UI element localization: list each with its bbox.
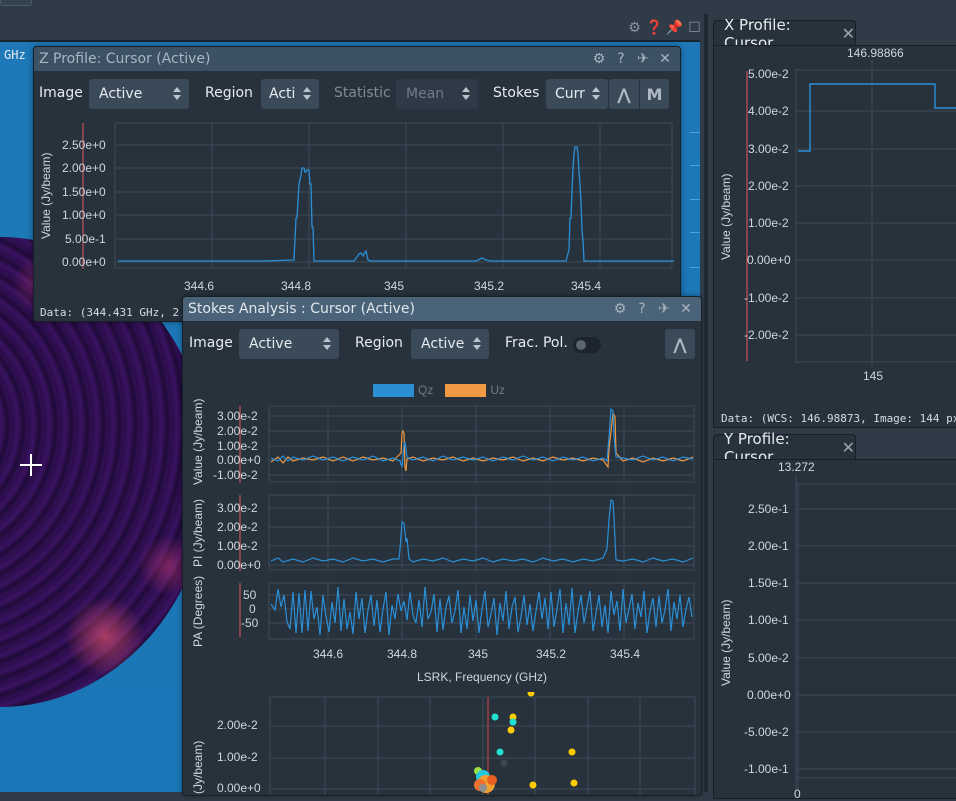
scatter-ylabel: (Jy/beam) [191,740,205,794]
z-profile-title: Z Profile: Cursor (Active) [39,51,211,67]
select-arrows-icon [323,337,331,351]
tab-x-profile[interactable]: X Profile: Cursor ✕ [713,16,856,52]
legend-label-qz[interactable]: Qz [418,383,434,397]
statistic-label: Statistic [334,85,391,101]
legend-swatch-qz [373,383,414,397]
stokes-analysis-panel: Stokes Analysis : Cursor (Active) ⚙ ? ✈ … [182,296,702,796]
y-profile-chart[interactable] [714,460,956,800]
statistic-select: Mean [396,79,478,109]
x-profile-data-readout: Data: (WCS: 146.98873, Image: 144 px, 2. [721,412,956,425]
z-profile-data-readout: Data: (344.431 GHz, 2.83 [40,306,199,319]
z-profile-title-bar[interactable]: Z Profile: Cursor (Active) ⚙ ? ✈ ✕ [34,47,680,71]
image-select[interactable]: Active [89,79,189,109]
coordinate-label: GHz ; [4,48,41,62]
x-profile-ylabel: Value (Jy/beam) [719,173,733,260]
z-profile-chart[interactable] [34,117,681,297]
region-label: Region [355,335,403,351]
y-profile-top-value: 13.272 [778,460,815,474]
z-profile-panel: Z Profile: Cursor (Active) ⚙ ? ✈ ✕ Image… [33,46,681,322]
close-icon[interactable]: ✕ [841,438,855,457]
help-icon[interactable]: ❓ [645,20,664,36]
legend-label-uz[interactable]: Uz [490,383,506,397]
y-profile-xtick: 0 [794,787,801,801]
qu-ylabel: Value (Jy/beam) [191,398,205,485]
pa-ylabel: PA (Degrees) [191,575,205,647]
x-profile-panel: 146.98866 Value (Jy/beam) 5.00e-2 4.00e-… [713,45,956,428]
stokes-xlabel: LSRK, Frequency (GHz) [417,670,548,684]
image-label: Image [189,335,233,351]
gear-icon[interactable]: ⚙ [628,20,641,36]
select-arrows-icon [173,87,181,101]
select-arrows-icon [303,87,311,101]
pin-icon[interactable]: ✈ [658,301,670,317]
stokes-select[interactable]: Curr [546,79,608,109]
moments-button[interactable]: M [639,79,669,109]
x-profile-top-value: 146.98866 [847,46,904,60]
region-select[interactable]: Active [411,329,489,359]
y-profile-ylabel: Value (Jy/beam) [719,599,733,686]
x-profile-xtick: 145 [863,369,884,383]
stokes-title: Stokes Analysis : Cursor (Active) [188,301,415,317]
close-icon[interactable]: ✕ [659,51,671,67]
help-icon[interactable]: ? [638,301,646,317]
legend-swatch-uz [445,383,487,397]
region-label: Region [205,85,253,101]
pi-ylabel: PI (Jy/beam) [191,498,205,567]
x-profile-chart[interactable] [714,46,956,406]
pin-icon[interactable]: 📌 [665,20,684,36]
frac-pol-toggle[interactable] [573,337,601,353]
image-axis-ticks [690,117,700,317]
select-arrows-icon [473,337,481,351]
help-icon[interactable]: ? [617,51,625,67]
region-select[interactable]: Acti [261,79,319,109]
smoothing-button[interactable]: ⋀ [609,79,639,109]
tab-y-profile[interactable]: Y Profile: Cursor ✕ [713,430,856,466]
image-view-header-icons: ⚙ ❓ 📌 ☐ [626,18,703,38]
gear-icon[interactable]: ⚙ [613,301,627,317]
gear-icon[interactable]: ⚙ [592,51,606,67]
maximize-icon[interactable]: ☐ [688,20,701,36]
stokes-line-charts[interactable] [183,397,702,647]
pin-icon[interactable]: ✈ [637,51,649,67]
z-profile-ylabel: Value (Jy/beam) [39,152,53,239]
image-label: Image [39,85,83,101]
stokes-title-bar[interactable]: Stokes Analysis : Cursor (Active) ⚙ ? ✈ … [183,297,701,321]
close-icon[interactable]: ✕ [841,24,855,43]
smoothing-button[interactable]: ⋀ [665,329,695,359]
docked-panels: X Profile: Cursor ✕ 146.98866 Value (Jy/b… [704,14,956,801]
y-profile-panel: 13.272 1 Value (Jy/beam) 2.50e-1 2.00e-1… [713,459,956,801]
chart-legend: Qz Uz [373,383,505,397]
select-arrows-icon [462,87,470,101]
image-select[interactable]: Active [239,329,339,359]
cursor-crosshair-icon [20,454,42,476]
select-arrows-icon [592,87,600,101]
toolbar-button[interactable] [0,0,32,6]
close-icon[interactable]: ✕ [680,301,692,317]
frac-pol-label: Frac. Pol. [505,335,568,351]
qu-scatter-chart[interactable] [183,692,702,796]
stokes-label: Stokes [493,85,540,101]
